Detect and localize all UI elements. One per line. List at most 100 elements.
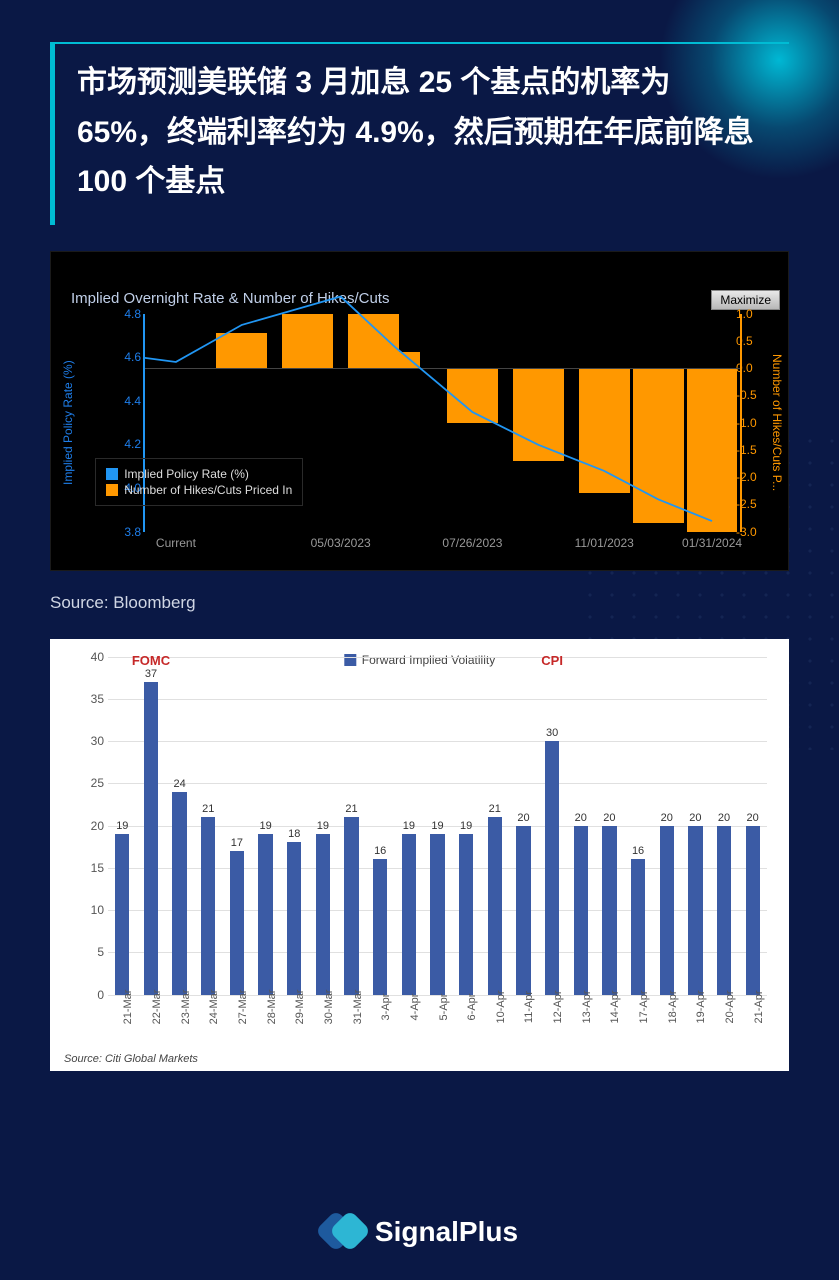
chart2-x-tick: 14-Apr [609, 990, 621, 1023]
chart2-x-tick: 21-Apr [753, 990, 765, 1023]
chart2-y-tick: 15 [91, 861, 104, 875]
chart2-x-tick: 23-Mar [180, 989, 192, 1024]
chart1-y-right-axis [740, 314, 742, 532]
chart1-y-left-label: Implied Policy Rate (%) [61, 314, 81, 532]
chart2-bar [660, 826, 674, 995]
chart2-bar [746, 826, 760, 995]
chart2-bar [287, 842, 301, 994]
chart2-value-label: 20 [603, 812, 615, 824]
chart2-bar [430, 834, 444, 995]
chart2-value-label: 17 [231, 837, 243, 849]
chart2-value-label: 19 [317, 820, 329, 832]
chart2-bar [688, 826, 702, 995]
chart2-x-tick: 27-Mar [237, 989, 249, 1024]
chart2-x-tick: 19-Apr [695, 990, 707, 1023]
chart1-y-left-tick: 4.6 [124, 350, 141, 364]
chart2-x-tick: 18-Apr [667, 990, 679, 1023]
chart2-value-label: 20 [575, 812, 587, 824]
chart1-legend: Implied Policy Rate (%) Number of Hikes/… [95, 458, 303, 506]
legend-swatch-line [106, 468, 118, 480]
page-title: 市场预测美联储 3 月加息 25 个基点的机率为 65%，终端利率约为 4.9%… [77, 58, 767, 207]
chart2-gridline [108, 783, 767, 784]
chart2-x-tick: 17-Apr [638, 990, 650, 1023]
chart2-value-label: 21 [202, 803, 214, 815]
content-container: 市场预测美联储 3 月加息 25 个基点的机率为 65%，终端利率约为 4.9%… [0, 0, 839, 1071]
chart2-x-ticks: 21-Mar22-Mar23-Mar24-Mar27-Mar28-Mar29-M… [108, 999, 767, 1071]
chart2-bar [316, 834, 330, 995]
chart2-value-label: 19 [259, 820, 271, 832]
chart2-y-ticks: 0510152025303540 [80, 657, 104, 995]
chart1-y-left-tick: 3.8 [124, 525, 141, 539]
chart2-x-tick: 5-Apr [438, 993, 450, 1020]
chart2-bar [201, 817, 215, 994]
chart2-bar [602, 826, 616, 995]
chart2-bar [459, 834, 473, 995]
chart2-x-tick: 20-Apr [724, 990, 736, 1023]
legend-swatch-bars [106, 484, 118, 496]
chart2-plot-area: 1937242117191819211619191921203020201620… [108, 657, 767, 995]
chart2-gridline [108, 699, 767, 700]
chart1-y-left-tick: 4.8 [124, 307, 141, 321]
chart2-bar [144, 682, 158, 995]
chart2-value-label: 19 [431, 820, 443, 832]
chart2-value-label: 19 [403, 820, 415, 832]
chart2-gridline [108, 657, 767, 658]
footer: SignalPlus [0, 1210, 839, 1254]
chart2-x-tick: 11-Apr [523, 990, 535, 1022]
chart2-value-label: 20 [718, 812, 730, 824]
chart2-bar [516, 826, 530, 995]
chart2-source: Source: Citi Global Markets [64, 1053, 198, 1065]
chart1-x-tick: Current [156, 536, 196, 550]
legend-item-bars: Number of Hikes/Cuts Priced In [106, 483, 292, 497]
chart2-x-tick: 24-Mar [208, 989, 220, 1024]
chart2-bar [545, 741, 559, 995]
chart2-y-tick: 30 [91, 734, 104, 748]
legend-label-bars: Number of Hikes/Cuts Priced In [124, 483, 292, 497]
chart2-x-tick: 12-Apr [552, 990, 564, 1023]
chart2-bar [373, 859, 387, 994]
chart2-value-label: 20 [661, 812, 673, 824]
chart1-x-ticks: Current 05/03/2023 07/26/2023 11/01/2023 01/… [143, 536, 742, 556]
chart1-source: Source: Bloomberg [50, 593, 789, 613]
chart2-y-tick: 10 [91, 903, 104, 917]
chart1-x-tick: 01/31/2024 [682, 536, 742, 550]
chart2-y-tick: 25 [91, 776, 104, 790]
chart2-x-tick: 10-Apr [495, 990, 507, 1023]
chart2-bar [230, 851, 244, 995]
chart2-value-label: 20 [689, 812, 701, 824]
chart2-value-label: 30 [546, 727, 558, 739]
chart2-x-tick: 4-Apr [409, 993, 421, 1020]
chart2-value-label: 18 [288, 828, 300, 840]
chart2-x-tick: 30-Mar [323, 989, 335, 1024]
chart2-x-tick: 29-Mar [294, 989, 306, 1024]
chart2-bar [488, 817, 502, 994]
chart1-x-tick: 11/01/2023 [575, 536, 634, 550]
chart-implied-rate: Implied Overnight Rate & Number of Hikes… [50, 251, 789, 571]
chart1-y-left-tick: 4.4 [124, 394, 141, 408]
chart2-value-label: 20 [747, 812, 759, 824]
chart2-annotation: FOMC [132, 653, 170, 668]
chart2-y-tick: 0 [97, 988, 104, 1002]
chart2-value-label: 20 [517, 812, 529, 824]
chart2-bar [717, 826, 731, 995]
chart2-value-label: 24 [174, 778, 186, 790]
chart2-bar [172, 792, 186, 995]
title-block: 市场预测美联储 3 月加息 25 个基点的机率为 65%，终端利率约为 4.9%… [50, 42, 789, 225]
chart2-x-tick: 28-Mar [266, 989, 278, 1024]
chart2-value-label: 16 [374, 845, 386, 857]
chart1-x-tick: 07/26/2023 [442, 536, 502, 550]
chart2-value-label: 21 [489, 803, 501, 815]
chart2-value-label: 16 [632, 845, 644, 857]
chart2-bar [115, 834, 129, 995]
chart2-y-tick: 35 [91, 692, 104, 706]
chart2-value-label: 21 [345, 803, 357, 815]
chart1-x-tick: 05/03/2023 [311, 536, 371, 550]
logo-icon [321, 1210, 365, 1254]
chart2-y-tick: 5 [97, 945, 104, 959]
chart-forward-volatility: Forward Implied Volatility 0510152025303… [50, 639, 789, 1071]
chart2-bar [574, 826, 588, 995]
chart2-bar [631, 859, 645, 994]
chart2-x-tick: 13-Apr [581, 990, 593, 1023]
chart2-bar [402, 834, 416, 995]
chart2-x-tick: 31-Mar [352, 989, 364, 1024]
